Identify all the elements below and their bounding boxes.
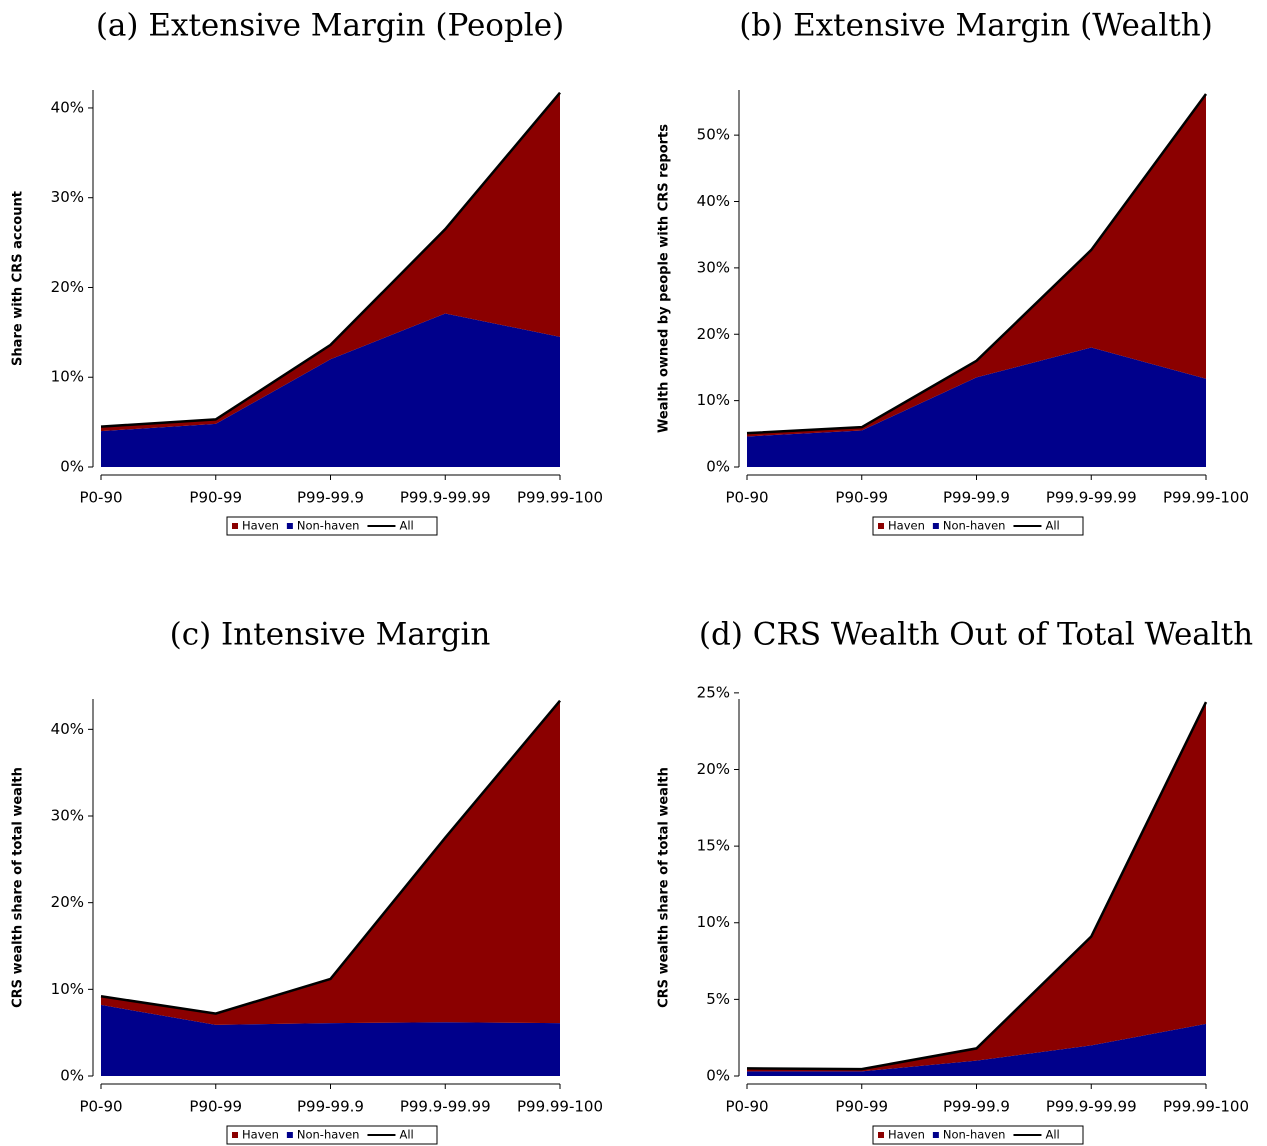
x-tick-label: P99.99-100 bbox=[517, 1098, 603, 1116]
legend-label: All bbox=[399, 1128, 413, 1142]
area bbox=[101, 92, 560, 432]
y-tick-label: 25% bbox=[697, 683, 730, 701]
legend-swatch bbox=[878, 523, 884, 529]
legend-label: All bbox=[399, 519, 413, 533]
chart-title: (a) Extensive Margin (People) bbox=[96, 8, 564, 44]
x-tick-label: P0-90 bbox=[725, 1098, 768, 1116]
area bbox=[747, 1023, 1206, 1076]
chart-title: (d) CRS Wealth Out of Total Wealth bbox=[699, 617, 1253, 653]
x-tick-label: P99-99.9 bbox=[297, 489, 364, 507]
x-tick-label: P99.9-99.99 bbox=[1046, 489, 1137, 507]
y-tick-label: 15% bbox=[697, 837, 730, 855]
x-tick-label: P90-99 bbox=[835, 1098, 888, 1116]
x-tick-label: P99.99-100 bbox=[1163, 1098, 1249, 1116]
x-tick-label: P99-99.9 bbox=[297, 1098, 364, 1116]
legend-swatch bbox=[232, 523, 238, 529]
y-tick-label: 5% bbox=[706, 990, 730, 1008]
chart-title: (b) Extensive Margin (Wealth) bbox=[739, 8, 1213, 44]
y-tick-label: 20% bbox=[51, 278, 84, 296]
y-axis-label: CRS wealth share of total wealth bbox=[11, 767, 26, 1008]
legend-box bbox=[872, 1125, 1084, 1145]
line bbox=[746, 701, 1208, 1071]
legend-label: Haven bbox=[242, 1128, 279, 1142]
y-tick-label: 40% bbox=[697, 192, 730, 210]
panel: (b) Extensive Margin (Wealth) Wealth owne… bbox=[657, 8, 1249, 536]
legend-label: Haven bbox=[242, 519, 279, 533]
legend-swatch bbox=[932, 523, 939, 529]
panel: (a) Extensive Margin (People) Share with … bbox=[11, 8, 603, 536]
x-tick-label: P90-99 bbox=[835, 489, 888, 507]
x-tick-label: P0-90 bbox=[79, 489, 122, 507]
y-tick-label: 30% bbox=[51, 807, 84, 825]
x-tick-label: P99-99.9 bbox=[943, 489, 1010, 507]
panel: (c) Intensive Margin CRS wealth share of … bbox=[11, 617, 603, 1145]
y-tick-label: 0% bbox=[60, 458, 84, 476]
y-tick-label: 50% bbox=[697, 126, 730, 144]
y-tick-label: 30% bbox=[51, 188, 84, 206]
legend-label: Non-haven bbox=[943, 519, 1006, 533]
y-tick-label: 10% bbox=[51, 368, 84, 386]
legend-swatch bbox=[286, 523, 293, 529]
legend-swatch bbox=[932, 1132, 939, 1138]
x-tick-label: P90-99 bbox=[189, 1098, 242, 1116]
y-tick-label: 30% bbox=[697, 258, 730, 276]
area bbox=[101, 313, 560, 467]
y-axis-label: Share with CRS account bbox=[11, 191, 26, 366]
legend-label: Non-haven bbox=[297, 1128, 360, 1142]
legend-label: All bbox=[1045, 519, 1059, 533]
y-axis-label: Wealth owned by people with CRS reports bbox=[657, 124, 672, 433]
y-tick-label: 20% bbox=[697, 760, 730, 778]
x-tick-label: P99.9-99.99 bbox=[1046, 1098, 1137, 1116]
legend-label: Non-haven bbox=[943, 1128, 1006, 1142]
legend-label: Haven bbox=[888, 1128, 925, 1142]
legend: Haven Non-haven All bbox=[872, 516, 1084, 536]
legend-swatch bbox=[232, 1132, 238, 1138]
area bbox=[747, 93, 1206, 437]
legend-swatch bbox=[878, 1132, 884, 1138]
x-tick-label: P0-90 bbox=[725, 489, 768, 507]
legend-box bbox=[226, 1125, 438, 1145]
y-axis-label: CRS wealth share of total wealth bbox=[657, 767, 672, 1008]
y-tick-label: 10% bbox=[697, 391, 730, 409]
area bbox=[101, 1004, 560, 1076]
chart-title: (c) Intensive Margin bbox=[170, 617, 491, 653]
x-tick-label: P99.9-99.99 bbox=[400, 489, 491, 507]
y-tick-label: 40% bbox=[51, 98, 84, 116]
legend-swatch bbox=[286, 1132, 293, 1138]
area bbox=[747, 702, 1206, 1072]
line bbox=[746, 93, 1208, 435]
y-tick-label: 20% bbox=[697, 325, 730, 343]
x-tick-label: P99.9-99.99 bbox=[400, 1098, 491, 1116]
area bbox=[747, 347, 1206, 467]
legend: Haven Non-haven All bbox=[226, 516, 438, 536]
x-tick-label: P99.99-100 bbox=[1163, 489, 1249, 507]
legend-label: All bbox=[1045, 1128, 1059, 1142]
panel: (d) CRS Wealth Out of Total Wealth CRS we… bbox=[657, 617, 1253, 1145]
x-tick-label: P99.99-100 bbox=[517, 489, 603, 507]
legend-box bbox=[226, 516, 438, 536]
legend: Haven Non-haven All bbox=[872, 1125, 1084, 1145]
x-tick-label: P0-90 bbox=[79, 1098, 122, 1116]
y-tick-label: 0% bbox=[60, 1067, 84, 1085]
y-tick-label: 0% bbox=[706, 1067, 730, 1085]
y-tick-label: 10% bbox=[51, 980, 84, 998]
x-tick-label: P90-99 bbox=[189, 489, 242, 507]
y-tick-label: 10% bbox=[697, 913, 730, 931]
y-tick-label: 40% bbox=[51, 720, 84, 738]
legend-box bbox=[872, 516, 1084, 536]
legend-label: Haven bbox=[888, 519, 925, 533]
y-tick-label: 20% bbox=[51, 893, 84, 911]
x-tick-label: P99-99.9 bbox=[943, 1098, 1010, 1116]
legend: Haven Non-haven All bbox=[226, 1125, 438, 1145]
line bbox=[100, 91, 561, 428]
line bbox=[100, 699, 561, 1015]
legend-label: Non-haven bbox=[297, 519, 360, 533]
y-tick-label: 0% bbox=[706, 458, 730, 476]
area bbox=[101, 700, 560, 1025]
